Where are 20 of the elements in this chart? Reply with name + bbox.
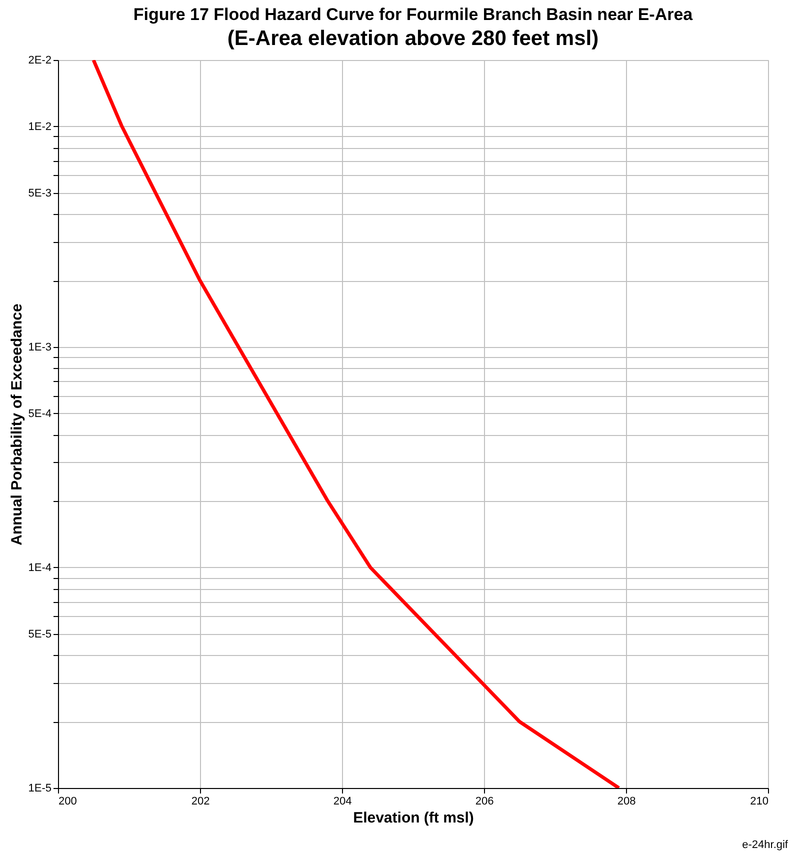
text: e-24hr.gif [742,839,789,851]
x-tick-label: 206 [475,796,494,808]
x-tick-label: 204 [333,796,352,808]
y-tick-label: 1E-4 [28,562,52,574]
chart-subtitle: (E-Area elevation above 280 feet msl) [227,27,599,50]
y-tick-label: 5E-4 [28,408,52,420]
x-tick-label: 208 [617,796,636,808]
line-series [92,60,621,788]
y-tick-label: 1E-5 [28,782,52,794]
y-tick-label: 5E-5 [28,628,52,640]
y-tick-label: 1E-3 [28,341,52,354]
x-tick-label: 210 [750,796,768,808]
x-tick-label: 200 [58,796,77,808]
y-tick-label: 2E-2 [28,54,52,66]
chart-title: Figure 17 Flood Hazard Curve for Fourmile Branch Basin near E-Area [133,5,694,24]
x-tick-label: 202 [191,796,210,808]
y-axis-title: Annual Porbability of Exceedance [8,304,26,546]
y-tick-label: 5E-3 [28,187,52,200]
x-axis-title: Elevation (ft msl) [353,810,474,826]
y-tick-label: 1E-2 [28,120,52,133]
